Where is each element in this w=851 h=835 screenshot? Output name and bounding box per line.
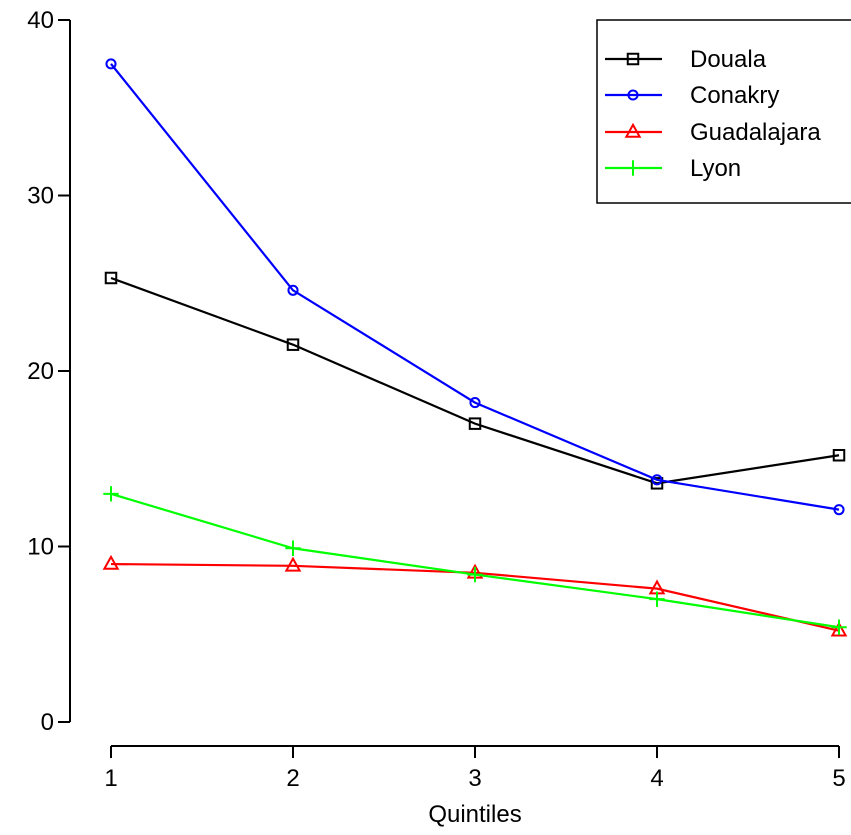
legend-item-conakry: Conakry [605,82,779,109]
data-point-douala [650,477,664,490]
data-point-lyon [285,540,301,556]
legend-item-lyon: Lyon [605,155,741,182]
data-point-guadalajara [284,556,302,572]
series-conakry [105,58,845,516]
y-tick-label: 20 [27,358,54,385]
x-tick-label: 5 [832,765,845,792]
data-point-lyon [467,566,483,583]
y-tick-label: 30 [27,183,54,210]
data-point-lyon [649,591,665,607]
data-point-lyon [103,486,119,502]
series-line-conakry [110,63,840,511]
data-point-conakry [105,58,117,70]
x-tick-label: 3 [468,765,481,792]
data-point-douala [286,338,300,351]
legend-marker-lyon [625,160,641,176]
legend-marker-douala [626,52,640,66]
axes: 0 10 20 30 40 1 2 3 4 5 [27,7,845,792]
legend-label-conakry: Conakry [690,82,779,109]
legend-label-lyon: Lyon [690,155,741,182]
series-layer [102,58,848,637]
series-line-lyon [110,492,840,629]
data-point-douala [832,448,846,462]
series-douala [104,271,846,490]
data-point-guadalajara [830,621,848,637]
data-point-douala [104,271,118,285]
legend-marker-conakry [627,89,639,101]
x-tick-label: 1 [104,765,117,792]
y-tick-label: 10 [27,534,54,561]
data-point-conakry [833,504,845,516]
data-point-guadalajara [102,554,120,570]
data-point-conakry [287,284,299,296]
data-point-douala [468,417,482,430]
x-axis-title: Quintiles [428,801,521,828]
data-point-conakry [651,474,663,486]
y-tick-label: 40 [27,7,54,34]
legend-box [596,19,851,204]
data-point-conakry [469,397,481,409]
legend-marker-guadalajara [624,122,642,138]
y-tick-label: 0 [41,709,54,736]
legend-item-douala: Douala [605,46,767,73]
data-point-lyon [831,619,847,635]
legend-label-guadalajara: Guadalajara [690,119,821,146]
x-tick-label: 4 [650,765,663,792]
series-lyon [103,486,847,635]
legend-item-guadalajara: Guadalajara [605,119,821,146]
legend-label-douala: Douala [690,46,767,73]
series-line-douala [110,276,840,485]
x-tick-label: 2 [286,765,299,792]
legend: Douala Conakry Guadalajara Lyon [596,19,851,204]
